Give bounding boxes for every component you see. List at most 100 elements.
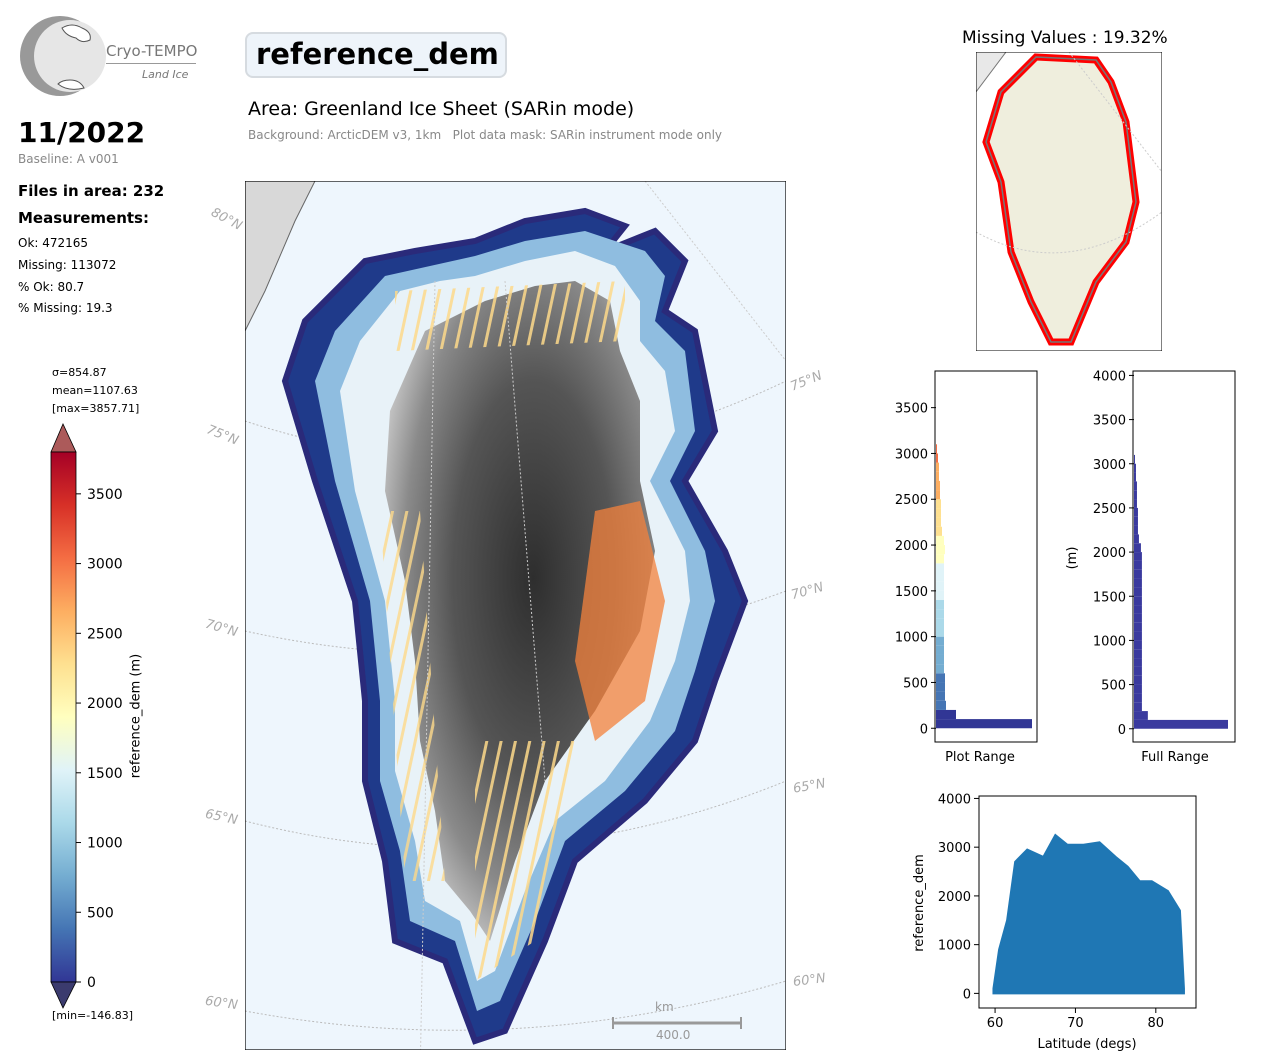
histogram-bar: [1134, 666, 1142, 676]
histogram-bar: [936, 719, 1032, 729]
histogram-bar: [1134, 552, 1142, 561]
lat-label-right-70: 70°N: [789, 580, 826, 603]
histogram-full-range-xlabel: Full Range: [1141, 750, 1209, 765]
histogram-bar: [1134, 613, 1142, 623]
scatter-point-cloud: [992, 833, 1185, 995]
histogram-bar: [936, 645, 944, 655]
histogram-bar: [1134, 640, 1142, 650]
histogram-bar: [1134, 490, 1137, 500]
histogram-tick-label: 500: [1101, 679, 1126, 694]
histogram-bar: [1134, 596, 1142, 606]
lat-label-left-70: 70°N: [203, 616, 240, 641]
histogram-bar: [1134, 658, 1142, 667]
histogram-bar: [936, 636, 944, 646]
histogram-tick-label: 3500: [1093, 414, 1126, 429]
scale-unit: km: [655, 1000, 674, 1014]
histogram-bar: [936, 499, 941, 509]
scatter-ylabel: reference_dem: [912, 854, 927, 952]
colorbar-max-extend: [50, 423, 77, 453]
histogram-bar: [1134, 534, 1139, 544]
lat-label-right-65: 65°N: [791, 776, 827, 797]
graticule-lon-center: [420, 280, 436, 1050]
colorbar-sigma: σ=854.87: [52, 366, 107, 379]
histogram-tick-label: 4000: [1093, 369, 1126, 384]
histogram-bar: [1134, 693, 1142, 703]
colorbar-min: [min=-146.83]: [52, 1009, 134, 1022]
logo-globe-icon: [20, 16, 106, 96]
histogram-bar: [936, 581, 944, 591]
lat-label-left-65: 65°N: [203, 806, 239, 829]
colorbar-tick-label: 2000: [87, 696, 123, 712]
histogram-tick-label: 2500: [895, 493, 928, 508]
scatter-y-tick-label: 1000: [938, 939, 971, 954]
histogram-bar: [1134, 649, 1142, 659]
colorbar-tick-label: 0: [87, 975, 96, 991]
histogram-bar: [1134, 605, 1142, 614]
histogram-bar: [936, 709, 956, 720]
ice-sheet-interior: [385, 281, 655, 941]
histogram-bar: [936, 563, 944, 573]
histogram-tick-label: 1500: [895, 585, 928, 600]
histogram-tick-label: 3500: [895, 402, 928, 417]
histogram-bar: [1134, 711, 1148, 720]
histogram-tick-label: 500: [903, 676, 928, 691]
scatter-y-tick-label: 4000: [938, 792, 971, 807]
histogram-tick-label: 1000: [1093, 634, 1126, 649]
ellesmere-land: [245, 181, 316, 332]
histogram-bar: [936, 618, 944, 628]
histogram-bar: [936, 554, 944, 564]
high-elevation-east: [575, 501, 665, 741]
histogram-bar: [936, 526, 942, 536]
histogram-bar: [936, 517, 941, 527]
histogram-bar: [936, 691, 945, 701]
histogram-bar: [936, 590, 944, 601]
stat-pct-ok: % Ok: 80.7: [18, 280, 85, 294]
colorbar: 0 500 1000 1500 2000 2500 3000 3500: [50, 423, 123, 1009]
histogram-bar: [936, 654, 944, 665]
graticule-lon-east: [504, 280, 546, 782]
scatter-x-tick-label: 70: [1067, 1016, 1084, 1031]
colorbar-max: [max=3857.71]: [52, 402, 140, 415]
scatter-x-tick-label: 60: [987, 1016, 1004, 1031]
histogram-bar: [1134, 525, 1138, 535]
lat-label-left-80: 80°N: [208, 205, 245, 234]
graticule-lat-60: [245, 980, 786, 1031]
histogram-bar: [936, 471, 939, 481]
histogram-bar: [936, 700, 946, 710]
scatter-y-tick-label: 3000: [938, 841, 971, 856]
histogram-tick-label: 3000: [1093, 458, 1126, 473]
histogram-tick-label: 2000: [895, 539, 928, 554]
histogram-plot-range-xlabel: Plot Range: [945, 750, 1015, 765]
colorbar-mean: mean=1107.63: [52, 384, 138, 397]
area-title: Area: Greenland Ice Sheet (SARin mode): [248, 98, 635, 120]
histogram-bar: [1134, 481, 1137, 491]
histogram-bar: [936, 508, 941, 518]
scatter-y-tick-label: 0: [963, 987, 971, 1002]
stat-ok: Ok: 472165: [18, 236, 89, 250]
colorbar-tick-label: 500: [87, 905, 114, 921]
histogram-bar: [1134, 560, 1142, 570]
histogram-bar: [936, 664, 944, 674]
histogram-bar: [936, 673, 945, 683]
variable-title-box: reference_dem: [245, 32, 507, 78]
colorbar-axis-label: reference_dem (m): [128, 653, 144, 779]
scale-value: 400.0: [656, 1028, 691, 1042]
greenland-map: [245, 181, 786, 1050]
logo-divider: [106, 63, 196, 64]
histogram-bar: [936, 600, 944, 610]
colorbar-tick-label: 3000: [87, 557, 123, 573]
lat-label-left-60: 60°N: [204, 993, 239, 1014]
histogram-full-range-ylabel: (m): [1065, 547, 1080, 570]
date-label: 11/2022: [18, 116, 146, 149]
histogram-bar: [1134, 702, 1142, 712]
histogram-bar: [936, 490, 940, 500]
logo-sub: Land Ice: [142, 68, 189, 81]
scatter-xlabel: Latitude (degs): [1037, 1037, 1136, 1052]
histogram-tick-label: 0: [1118, 723, 1126, 738]
histogram-bar: [936, 444, 937, 454]
lat-label-left-75: 75°N: [204, 422, 241, 449]
histogram-plot-range: 0 500 1000 1500 2000 2500 3000 3500 Plot Range: [895, 370, 1038, 765]
colorbar-tick-label: 1500: [87, 766, 123, 782]
satellite-tracks-north: [395, 281, 625, 351]
